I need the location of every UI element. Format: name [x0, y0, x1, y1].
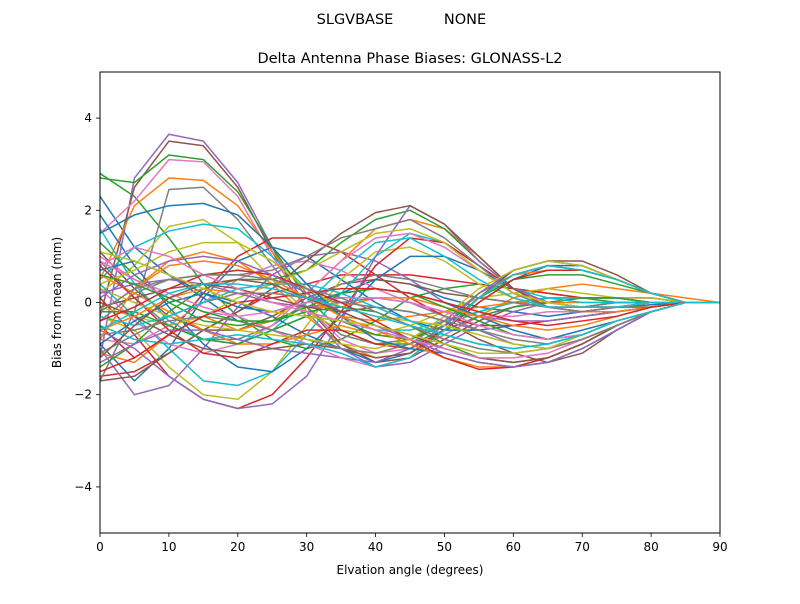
y-tick-label: 4 — [84, 111, 92, 125]
series-line-s60 — [100, 283, 720, 350]
x-tick-label: 90 — [712, 540, 727, 554]
y-tick-label: 2 — [84, 203, 92, 217]
x-tick-label: 80 — [643, 540, 658, 554]
x-tick-label: 0 — [96, 540, 104, 554]
x-tick-label: 20 — [230, 540, 245, 554]
y-axis-label: Bias from mean (mm) — [50, 237, 64, 368]
x-tick-label: 30 — [299, 540, 314, 554]
y-tick-label: −4 — [74, 480, 92, 494]
series-line-s36 — [100, 260, 720, 359]
x-tick-label: 60 — [506, 540, 521, 554]
y-axis: −4 −2 0 2 4 — [74, 111, 100, 494]
x-tick-label: 40 — [368, 540, 383, 554]
x-axis-label: Elvation angle (degrees) — [337, 563, 484, 577]
x-tick-label: 70 — [575, 540, 590, 554]
x-axis: 0 10 20 30 40 50 60 70 80 90 — [96, 533, 728, 554]
series-line-s44 — [100, 287, 720, 373]
y-tick-label: 0 — [84, 296, 92, 310]
series-layer — [100, 133, 720, 410]
series-line-s40 — [100, 264, 720, 368]
suptitle-right: NONE — [444, 12, 486, 28]
x-tick-label: 50 — [437, 540, 452, 554]
y-tick-label: −2 — [74, 388, 92, 402]
x-tick-label: 10 — [161, 540, 176, 554]
chart-title: Delta Antenna Phase Biases: GLONASS-L2 — [257, 51, 562, 67]
suptitle-left: SLGVBASE — [317, 12, 394, 28]
